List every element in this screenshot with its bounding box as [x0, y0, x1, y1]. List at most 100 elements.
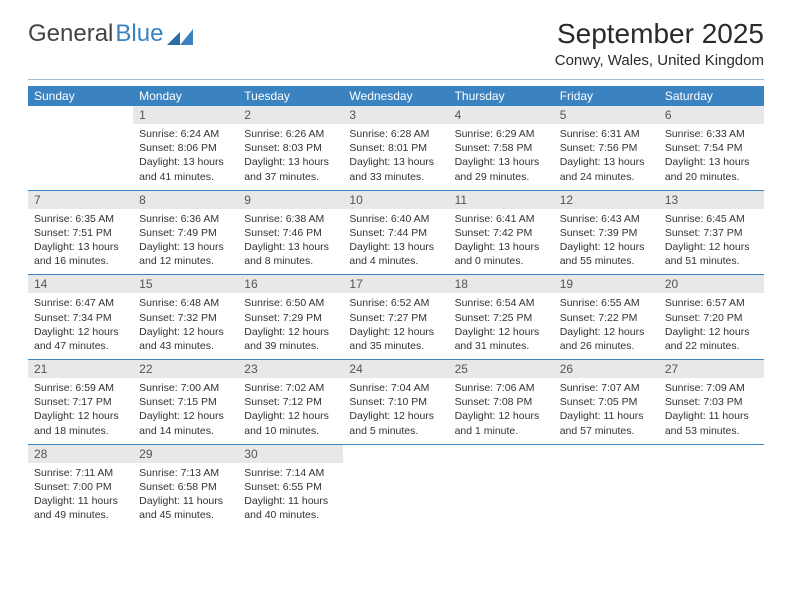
day-info: Sunrise: 6:50 AMSunset: 7:29 PMDaylight:… — [238, 293, 343, 353]
day-cell: . — [28, 106, 133, 190]
dow-tuesday: Tuesday — [238, 86, 343, 106]
sunrise-text: Sunrise: 6:40 AM — [349, 212, 442, 226]
calendar: Sunday Monday Tuesday Wednesday Thursday… — [28, 86, 764, 528]
week-row: 21Sunrise: 6:59 AMSunset: 7:17 PMDayligh… — [28, 360, 764, 445]
day-cell: 25Sunrise: 7:06 AMSunset: 7:08 PMDayligh… — [449, 360, 554, 444]
sunset-text: Sunset: 7:05 PM — [560, 395, 653, 409]
sunrise-text: Sunrise: 6:48 AM — [139, 296, 232, 310]
sunrise-text: Sunrise: 6:36 AM — [139, 212, 232, 226]
daylight-text: Daylight: 12 hours and 39 minutes. — [244, 325, 337, 353]
brand-logo: GeneralBlue — [28, 18, 193, 46]
sunset-text: Sunset: 7:54 PM — [665, 141, 758, 155]
sunset-text: Sunset: 8:06 PM — [139, 141, 232, 155]
daylight-text: Daylight: 13 hours and 29 minutes. — [455, 155, 548, 183]
daylight-text: Daylight: 13 hours and 0 minutes. — [455, 240, 548, 268]
daylight-text: Daylight: 12 hours and 1 minute. — [455, 409, 548, 437]
day-info: Sunrise: 7:04 AMSunset: 7:10 PMDaylight:… — [343, 378, 448, 438]
day-info: Sunrise: 6:29 AMSunset: 7:58 PMDaylight:… — [449, 124, 554, 184]
day-number: 27 — [659, 360, 764, 378]
sunset-text: Sunset: 8:01 PM — [349, 141, 442, 155]
day-cell: . — [554, 445, 659, 529]
sunset-text: Sunset: 7:39 PM — [560, 226, 653, 240]
sunrise-text: Sunrise: 6:52 AM — [349, 296, 442, 310]
day-cell: 7Sunrise: 6:35 AMSunset: 7:51 PMDaylight… — [28, 191, 133, 275]
day-info: Sunrise: 6:48 AMSunset: 7:32 PMDaylight:… — [133, 293, 238, 353]
sunrise-text: Sunrise: 6:54 AM — [455, 296, 548, 310]
day-cell: 30Sunrise: 7:14 AMSunset: 6:55 PMDayligh… — [238, 445, 343, 529]
day-number: 6 — [659, 106, 764, 124]
daylight-text: Daylight: 12 hours and 31 minutes. — [455, 325, 548, 353]
day-info: Sunrise: 7:14 AMSunset: 6:55 PMDaylight:… — [238, 463, 343, 523]
daylight-text: Daylight: 12 hours and 35 minutes. — [349, 325, 442, 353]
day-cell: 3Sunrise: 6:28 AMSunset: 8:01 PMDaylight… — [343, 106, 448, 190]
daylight-text: Daylight: 13 hours and 37 minutes. — [244, 155, 337, 183]
sunset-text: Sunset: 7:34 PM — [34, 311, 127, 325]
day-cell: 9Sunrise: 6:38 AMSunset: 7:46 PMDaylight… — [238, 191, 343, 275]
day-info: Sunrise: 6:33 AMSunset: 7:54 PMDaylight:… — [659, 124, 764, 184]
day-number: 14 — [28, 275, 133, 293]
day-info: Sunrise: 6:43 AMSunset: 7:39 PMDaylight:… — [554, 209, 659, 269]
day-cell: . — [343, 445, 448, 529]
dow-thursday: Thursday — [449, 86, 554, 106]
dow-saturday: Saturday — [659, 86, 764, 106]
sunrise-text: Sunrise: 6:57 AM — [665, 296, 758, 310]
day-cell: 20Sunrise: 6:57 AMSunset: 7:20 PMDayligh… — [659, 275, 764, 359]
sunrise-text: Sunrise: 6:26 AM — [244, 127, 337, 141]
brand-word2: Blue — [115, 22, 163, 46]
day-number: 10 — [343, 191, 448, 209]
sunrise-text: Sunrise: 6:50 AM — [244, 296, 337, 310]
month-title: September 2025 — [555, 18, 764, 50]
daylight-text: Daylight: 13 hours and 12 minutes. — [139, 240, 232, 268]
daylight-text: Daylight: 12 hours and 18 minutes. — [34, 409, 127, 437]
day-cell: 16Sunrise: 6:50 AMSunset: 7:29 PMDayligh… — [238, 275, 343, 359]
day-number: 23 — [238, 360, 343, 378]
day-cell: 17Sunrise: 6:52 AMSunset: 7:27 PMDayligh… — [343, 275, 448, 359]
day-info: Sunrise: 6:52 AMSunset: 7:27 PMDaylight:… — [343, 293, 448, 353]
day-number: 25 — [449, 360, 554, 378]
daylight-text: Daylight: 12 hours and 55 minutes. — [560, 240, 653, 268]
day-cell: 28Sunrise: 7:11 AMSunset: 7:00 PMDayligh… — [28, 445, 133, 529]
sunset-text: Sunset: 7:22 PM — [560, 311, 653, 325]
sunrise-text: Sunrise: 6:59 AM — [34, 381, 127, 395]
sunset-text: Sunset: 7:15 PM — [139, 395, 232, 409]
sunrise-text: Sunrise: 6:35 AM — [34, 212, 127, 226]
day-info: Sunrise: 7:13 AMSunset: 6:58 PMDaylight:… — [133, 463, 238, 523]
daylight-text: Daylight: 11 hours and 57 minutes. — [560, 409, 653, 437]
day-number: 21 — [28, 360, 133, 378]
daylight-text: Daylight: 12 hours and 26 minutes. — [560, 325, 653, 353]
sunrise-text: Sunrise: 6:41 AM — [455, 212, 548, 226]
day-cell: 29Sunrise: 7:13 AMSunset: 6:58 PMDayligh… — [133, 445, 238, 529]
sunset-text: Sunset: 6:58 PM — [139, 480, 232, 494]
day-number: 8 — [133, 191, 238, 209]
day-number: 4 — [449, 106, 554, 124]
day-cell: 5Sunrise: 6:31 AMSunset: 7:56 PMDaylight… — [554, 106, 659, 190]
day-number: 30 — [238, 445, 343, 463]
day-info: Sunrise: 6:40 AMSunset: 7:44 PMDaylight:… — [343, 209, 448, 269]
day-number: 9 — [238, 191, 343, 209]
day-number: 13 — [659, 191, 764, 209]
day-cell: 2Sunrise: 6:26 AMSunset: 8:03 PMDaylight… — [238, 106, 343, 190]
day-info: Sunrise: 6:35 AMSunset: 7:51 PMDaylight:… — [28, 209, 133, 269]
daylight-text: Daylight: 13 hours and 41 minutes. — [139, 155, 232, 183]
sunset-text: Sunset: 7:00 PM — [34, 480, 127, 494]
day-number: 16 — [238, 275, 343, 293]
day-cell: 23Sunrise: 7:02 AMSunset: 7:12 PMDayligh… — [238, 360, 343, 444]
week-row: .1Sunrise: 6:24 AMSunset: 8:06 PMDayligh… — [28, 106, 764, 191]
day-info: Sunrise: 6:54 AMSunset: 7:25 PMDaylight:… — [449, 293, 554, 353]
sunset-text: Sunset: 7:51 PM — [34, 226, 127, 240]
day-number: 2 — [238, 106, 343, 124]
brand-mark-icon — [167, 26, 193, 42]
sunrise-text: Sunrise: 7:04 AM — [349, 381, 442, 395]
daylight-text: Daylight: 12 hours and 10 minutes. — [244, 409, 337, 437]
day-cell: 21Sunrise: 6:59 AMSunset: 7:17 PMDayligh… — [28, 360, 133, 444]
day-cell: 6Sunrise: 6:33 AMSunset: 7:54 PMDaylight… — [659, 106, 764, 190]
daylight-text: Daylight: 11 hours and 40 minutes. — [244, 494, 337, 522]
sunrise-text: Sunrise: 6:47 AM — [34, 296, 127, 310]
day-number: 7 — [28, 191, 133, 209]
daylight-text: Daylight: 13 hours and 4 minutes. — [349, 240, 442, 268]
day-info: Sunrise: 6:24 AMSunset: 8:06 PMDaylight:… — [133, 124, 238, 184]
daylight-text: Daylight: 11 hours and 49 minutes. — [34, 494, 127, 522]
day-info: Sunrise: 7:11 AMSunset: 7:00 PMDaylight:… — [28, 463, 133, 523]
day-cell: 18Sunrise: 6:54 AMSunset: 7:25 PMDayligh… — [449, 275, 554, 359]
sunrise-text: Sunrise: 6:31 AM — [560, 127, 653, 141]
